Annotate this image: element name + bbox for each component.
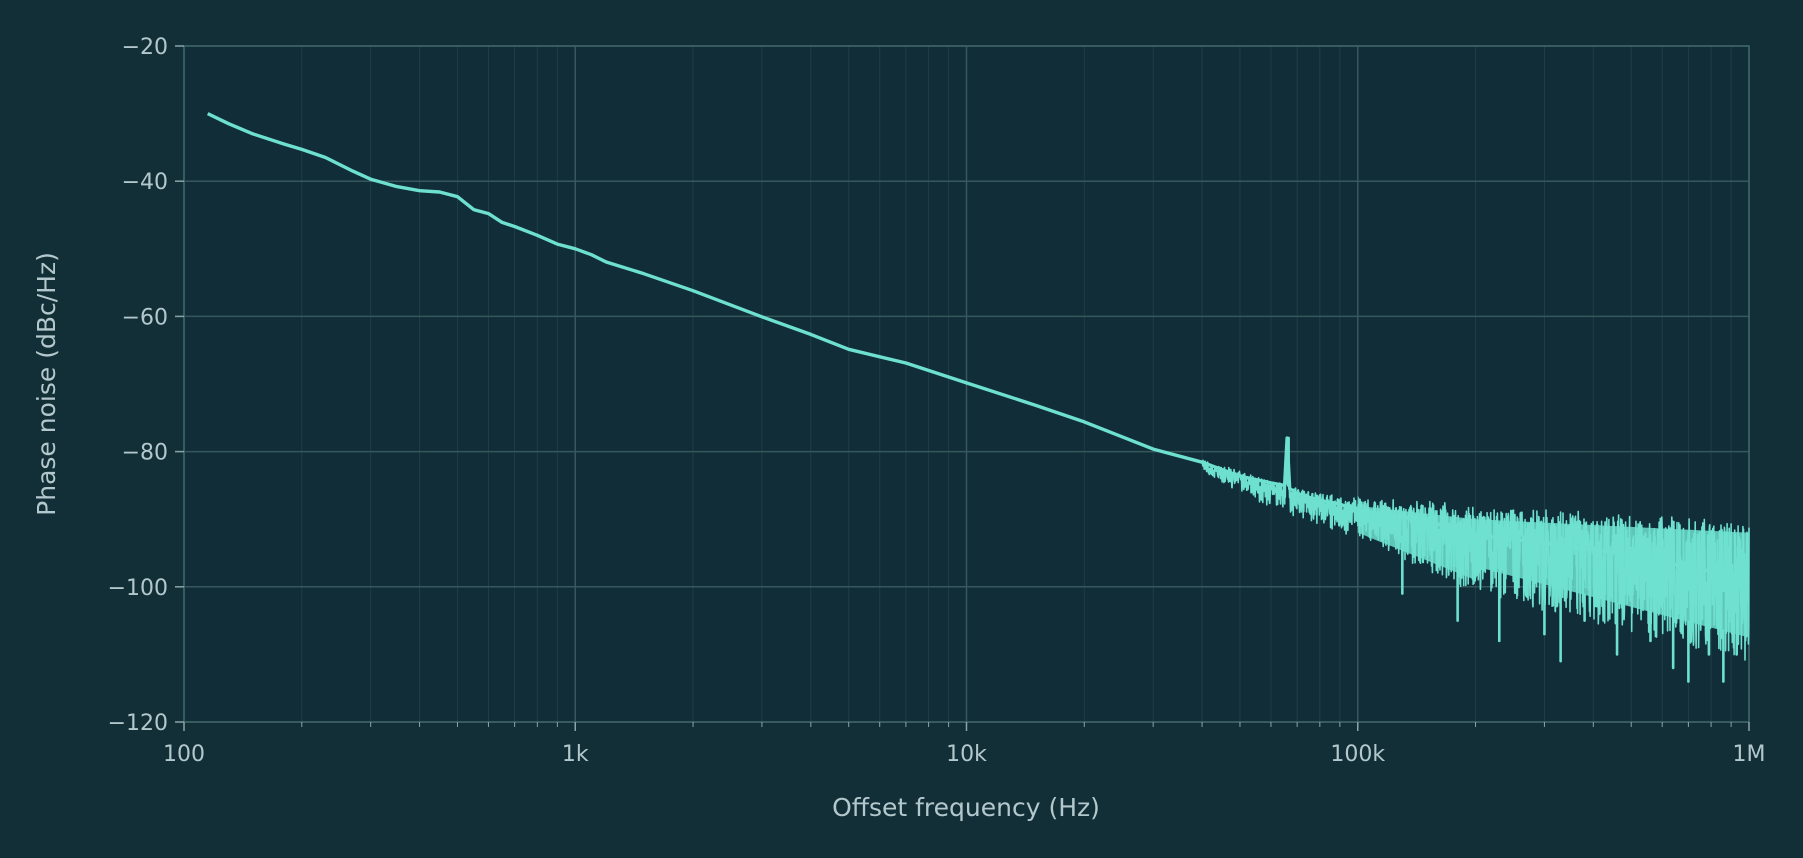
x-tick-label: 100k bbox=[1330, 742, 1385, 767]
y-tick-label: −120 bbox=[108, 711, 168, 736]
y-tick-label: −60 bbox=[122, 305, 168, 330]
data-layer bbox=[206, 112, 1750, 683]
x-tick-label: 100 bbox=[163, 742, 205, 767]
x-tick-label: 1M bbox=[1733, 742, 1766, 767]
y-tick-label: −80 bbox=[122, 441, 168, 466]
y-tick-label: −20 bbox=[122, 35, 168, 60]
axis-ticks: 100 1k 10k 100k 1M −20 −40 −60 −80 −100 −120 bbox=[108, 35, 1766, 767]
x-axis-title: Offset frequency (Hz) bbox=[832, 793, 1100, 822]
y-axis-title: Phase noise (dBc/Hz) bbox=[32, 252, 61, 516]
noise-band bbox=[1357, 495, 1749, 638]
x-tick-label: 1k bbox=[562, 742, 589, 767]
y-tick-label: −40 bbox=[122, 170, 168, 195]
y-tick-label: −100 bbox=[108, 576, 168, 601]
x-tick-label: 10k bbox=[946, 742, 987, 767]
